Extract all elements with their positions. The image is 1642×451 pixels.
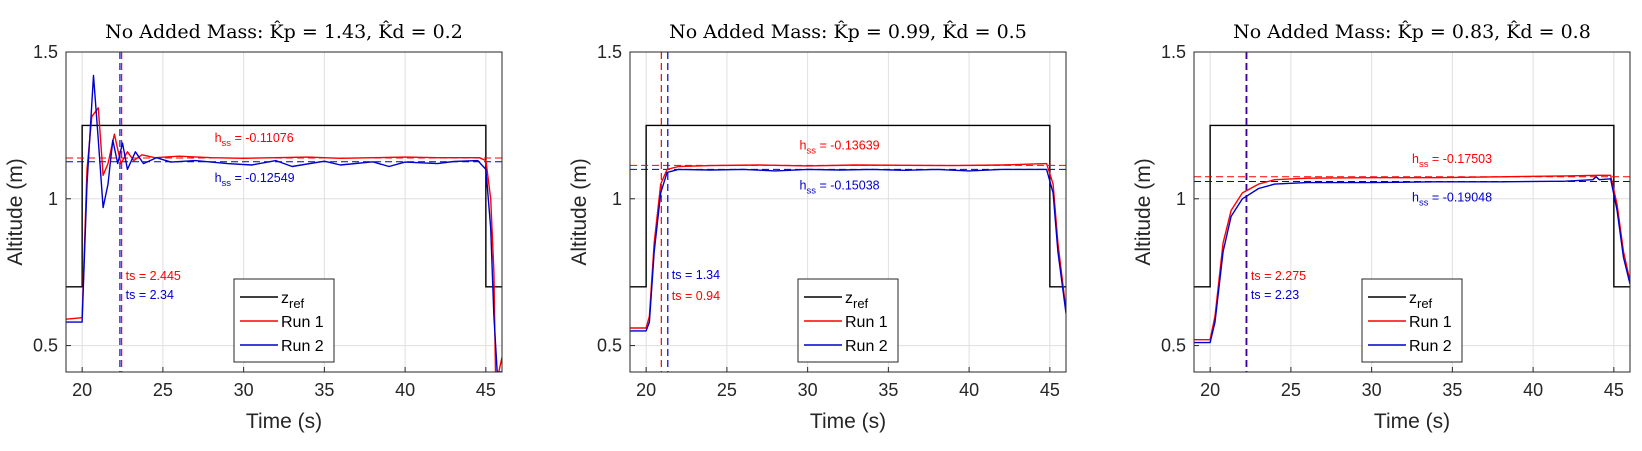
y-axis-label: Altitude (m) bbox=[1132, 158, 1155, 265]
y-tick-label: 0.5 bbox=[1161, 336, 1186, 356]
hss-annotation-run-2: hss = -0.12549 bbox=[215, 171, 295, 189]
chart-panel-3: hss = -0.17503 hss = -0.19048 ts = 2.275 ts… bbox=[1132, 21, 1631, 433]
legend: zref Run 1 Run 2 bbox=[797, 278, 899, 363]
series-line-z-ref bbox=[1194, 124, 1630, 288]
x-tick-label: 35 bbox=[878, 380, 898, 400]
series-line-run-2 bbox=[1194, 176, 1630, 344]
axes-box bbox=[1193, 51, 1631, 373]
x-tick-label: 40 bbox=[959, 380, 979, 400]
y-tick-label: 1.5 bbox=[597, 42, 622, 62]
hss-annotation-run-1: hss = -0.13639 bbox=[800, 138, 880, 156]
x-tick-label: 25 bbox=[717, 380, 737, 400]
y-tick-label: 0.5 bbox=[597, 336, 622, 356]
chart-title: No Added Mass: K̂p = 0.83, K̂d = 0.8 bbox=[1233, 21, 1591, 43]
hss-annotation-run-1: hss = -0.17503 bbox=[1412, 152, 1492, 170]
legend-label: Run 1 bbox=[281, 314, 324, 331]
y-tick-label: 1 bbox=[48, 189, 58, 209]
legend-label: zref bbox=[281, 290, 305, 311]
ts-annotation-run-2: ts = 2.23 bbox=[1251, 288, 1299, 302]
legend-label: Run 2 bbox=[1409, 338, 1452, 355]
legend-label: Run 2 bbox=[281, 338, 324, 355]
hss-annotation-run-1: hss = -0.11076 bbox=[215, 131, 294, 149]
axes-box bbox=[629, 51, 1067, 373]
x-tick-label: 20 bbox=[636, 380, 656, 400]
chart-panel-1: hss = -0.11076 hss = -0.12549 ts = 2.445 ts… bbox=[4, 21, 503, 433]
y-tick-label: 1.5 bbox=[33, 42, 58, 62]
ts-annotation-run-1: ts = 2.275 bbox=[1251, 269, 1306, 283]
x-tick-label: 20 bbox=[1200, 380, 1220, 400]
chart-title: No Added Mass: K̂p = 1.43, K̂d = 0.2 bbox=[105, 21, 463, 43]
y-tick-label: 1 bbox=[612, 189, 622, 209]
chart-title: No Added Mass: K̂p = 0.99, K̂d = 0.5 bbox=[669, 21, 1027, 43]
x-tick-label: 20 bbox=[72, 380, 92, 400]
legend-label: zref bbox=[1409, 290, 1433, 311]
ts-annotation-run-2: ts = 1.34 bbox=[672, 268, 720, 282]
x-tick-label: 30 bbox=[234, 380, 254, 400]
x-tick-label: 35 bbox=[1442, 380, 1462, 400]
x-tick-label: 45 bbox=[1604, 380, 1624, 400]
x-axis-label: Time (s) bbox=[246, 410, 322, 433]
x-tick-label: 40 bbox=[395, 380, 415, 400]
x-tick-label: 35 bbox=[314, 380, 334, 400]
legend-label: Run 1 bbox=[845, 314, 888, 331]
y-tick-label: 1.5 bbox=[1161, 42, 1186, 62]
y-tick-label: 0.5 bbox=[33, 336, 58, 356]
x-tick-label: 25 bbox=[153, 380, 173, 400]
x-tick-label: 40 bbox=[1523, 380, 1543, 400]
x-tick-label: 30 bbox=[798, 380, 818, 400]
series-line-run-1 bbox=[1194, 174, 1630, 341]
x-tick-label: 30 bbox=[1362, 380, 1382, 400]
x-tick-label: 45 bbox=[476, 380, 496, 400]
series-line-run-2 bbox=[66, 74, 502, 372]
chart-panel-2: hss = -0.13639 hss = -0.15038 ts = 1.34 ts … bbox=[568, 21, 1067, 433]
y-axis-label: Altitude (m) bbox=[4, 158, 27, 265]
ts-annotation-run-1: ts = 0.94 bbox=[672, 289, 720, 303]
legend-label: Run 2 bbox=[845, 338, 888, 355]
y-tick-label: 1 bbox=[1176, 189, 1186, 209]
series-line-z-ref bbox=[630, 124, 1066, 288]
x-axis-label: Time (s) bbox=[1374, 410, 1450, 433]
x-tick-label: 45 bbox=[1040, 380, 1060, 400]
legend-label: zref bbox=[845, 290, 869, 311]
hss-annotation-run-2: hss = -0.19048 bbox=[1412, 190, 1492, 208]
ts-annotation-run-1: ts = 2.445 bbox=[126, 269, 181, 283]
x-axis-label: Time (s) bbox=[810, 410, 886, 433]
series-line-z-ref bbox=[66, 124, 502, 288]
series-line-run-1 bbox=[66, 107, 502, 372]
hss-annotation-run-2: hss = -0.15038 bbox=[800, 178, 880, 196]
legend-label: Run 1 bbox=[1409, 314, 1452, 331]
y-axis-label: Altitude (m) bbox=[568, 158, 591, 265]
axes-box bbox=[65, 51, 503, 373]
x-tick-label: 25 bbox=[1281, 380, 1301, 400]
ts-annotation-run-2: ts = 2.34 bbox=[126, 288, 174, 302]
legend: zref Run 1 Run 2 bbox=[233, 278, 335, 363]
series-line-run-2 bbox=[630, 168, 1066, 332]
legend: zref Run 1 Run 2 bbox=[1361, 278, 1463, 363]
